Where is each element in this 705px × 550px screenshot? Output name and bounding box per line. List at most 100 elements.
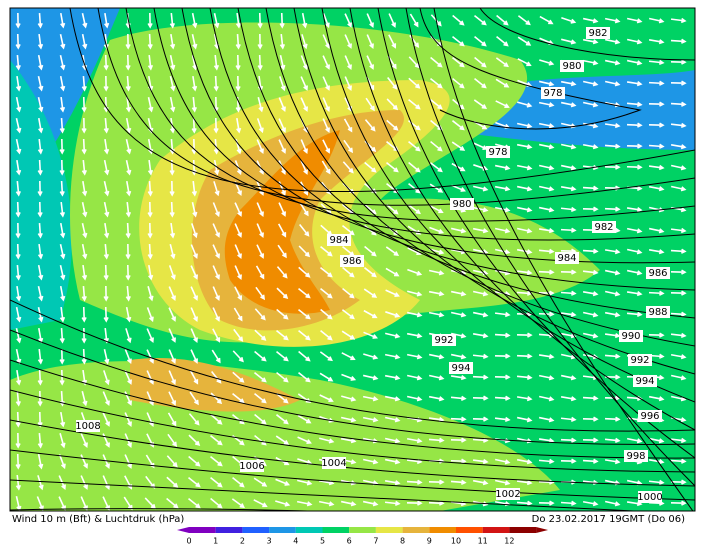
wind-arrow xyxy=(561,17,577,24)
wind-arrow xyxy=(298,350,311,362)
wind-arrow xyxy=(15,12,21,29)
wind-arrow xyxy=(538,143,555,150)
wind-arrow xyxy=(384,500,401,507)
wind-arrow xyxy=(408,182,421,194)
wind-arrow xyxy=(236,117,242,134)
wind-arrow xyxy=(648,143,665,149)
wind-arrow xyxy=(125,75,131,92)
wind-arrow xyxy=(319,372,334,382)
colorbar-swatch xyxy=(509,527,537,533)
wind-arrow xyxy=(147,33,153,50)
wind-arrow xyxy=(516,458,533,465)
wind-arrow xyxy=(517,15,531,26)
isobar-label-bg xyxy=(555,252,579,264)
wind-arrow xyxy=(495,100,510,109)
wind-arrow xyxy=(81,138,87,155)
wind-arrow xyxy=(37,159,43,176)
wind-arrow xyxy=(473,185,489,192)
wind-arrow xyxy=(59,327,65,344)
wind-arrow xyxy=(59,75,66,92)
wind-arrow xyxy=(450,290,467,297)
wind-arrow xyxy=(167,412,177,427)
wind-arrow xyxy=(256,202,264,217)
wind-arrow xyxy=(320,329,333,341)
wind-arrow xyxy=(648,101,665,107)
wind-arrow xyxy=(235,75,241,92)
colorbar-swatch xyxy=(189,527,216,533)
wind-arrow xyxy=(560,458,577,464)
wind-arrow xyxy=(103,243,109,260)
wind-arrow xyxy=(124,370,132,385)
wind-arrow xyxy=(103,348,110,365)
wind-arrow xyxy=(233,328,244,342)
wind-arrow xyxy=(213,138,219,155)
wind-arrow xyxy=(15,180,21,197)
wind-arrow xyxy=(103,327,110,344)
wind-arrow xyxy=(15,138,22,155)
wind-arrow xyxy=(344,55,352,70)
wind-arrow xyxy=(538,269,555,275)
colorbar-swatch xyxy=(482,527,510,533)
wind-arrow xyxy=(124,412,132,427)
wind-arrow xyxy=(81,117,87,134)
wind-arrow xyxy=(384,480,401,486)
wind-arrow xyxy=(341,373,357,381)
wind-arrow xyxy=(144,497,156,510)
wind-arrow xyxy=(341,352,356,361)
wind-arrow xyxy=(582,101,599,108)
wind-arrow xyxy=(211,371,222,384)
wind-arrow xyxy=(297,414,312,424)
wind-arrow xyxy=(560,164,577,171)
wind-arrow xyxy=(257,54,263,71)
isobar-label: 978 xyxy=(488,147,507,158)
wind-arrow xyxy=(213,117,219,134)
colorbar-label: 4 xyxy=(293,537,298,546)
isobar-label-bg xyxy=(486,146,510,158)
wind-arrow xyxy=(648,290,665,296)
wind-arrow xyxy=(276,351,289,362)
wind-arrow xyxy=(408,140,421,152)
wind-arrow xyxy=(125,117,132,134)
wind-arrow xyxy=(82,180,88,197)
isobar-label-bg xyxy=(592,221,616,233)
wind-arrow xyxy=(232,350,244,363)
isobar-label: 1004 xyxy=(321,458,346,469)
wind-arrow xyxy=(430,140,443,152)
wind-arrow xyxy=(428,290,445,297)
wind-arrow xyxy=(300,160,308,175)
wind-arrow xyxy=(582,437,599,443)
wind-arrow xyxy=(387,77,398,90)
wind-arrow xyxy=(168,370,176,385)
wind-arrow xyxy=(670,164,687,171)
wind-arrow xyxy=(276,392,289,404)
wind-arrow xyxy=(430,99,443,110)
wind-arrow xyxy=(428,374,445,381)
wind-arrow xyxy=(59,306,66,323)
wind-arrow xyxy=(648,122,665,128)
wind-arrow xyxy=(300,55,308,71)
isobar-label-bg xyxy=(619,330,643,342)
wind-arrow xyxy=(81,391,88,407)
wind-arrow xyxy=(275,435,290,445)
footer-left: Wind 10 m (Bft) & Luchtdruk (hPa) xyxy=(12,514,184,525)
isobar xyxy=(181,8,695,264)
wind-arrow xyxy=(626,122,643,128)
wind-arrow xyxy=(59,180,65,197)
wind-arrow xyxy=(604,311,621,318)
wind-arrow xyxy=(169,75,176,92)
wind-arrow xyxy=(213,75,219,92)
wind-arrow xyxy=(516,416,533,423)
wind-arrow xyxy=(648,459,665,465)
wind-arrow xyxy=(81,96,87,113)
wind-arrow xyxy=(516,500,533,506)
wind-arrow xyxy=(604,80,621,87)
wind-arrow xyxy=(604,206,621,212)
wind-arrow xyxy=(452,57,465,68)
wind-arrow xyxy=(59,117,65,134)
wind-arrow xyxy=(15,222,21,239)
wind-arrow xyxy=(81,306,87,323)
wind-arrow xyxy=(233,307,243,322)
wind-arrow xyxy=(15,453,21,470)
wind-arrow xyxy=(278,202,286,217)
colorbar-label: 8 xyxy=(400,537,405,546)
